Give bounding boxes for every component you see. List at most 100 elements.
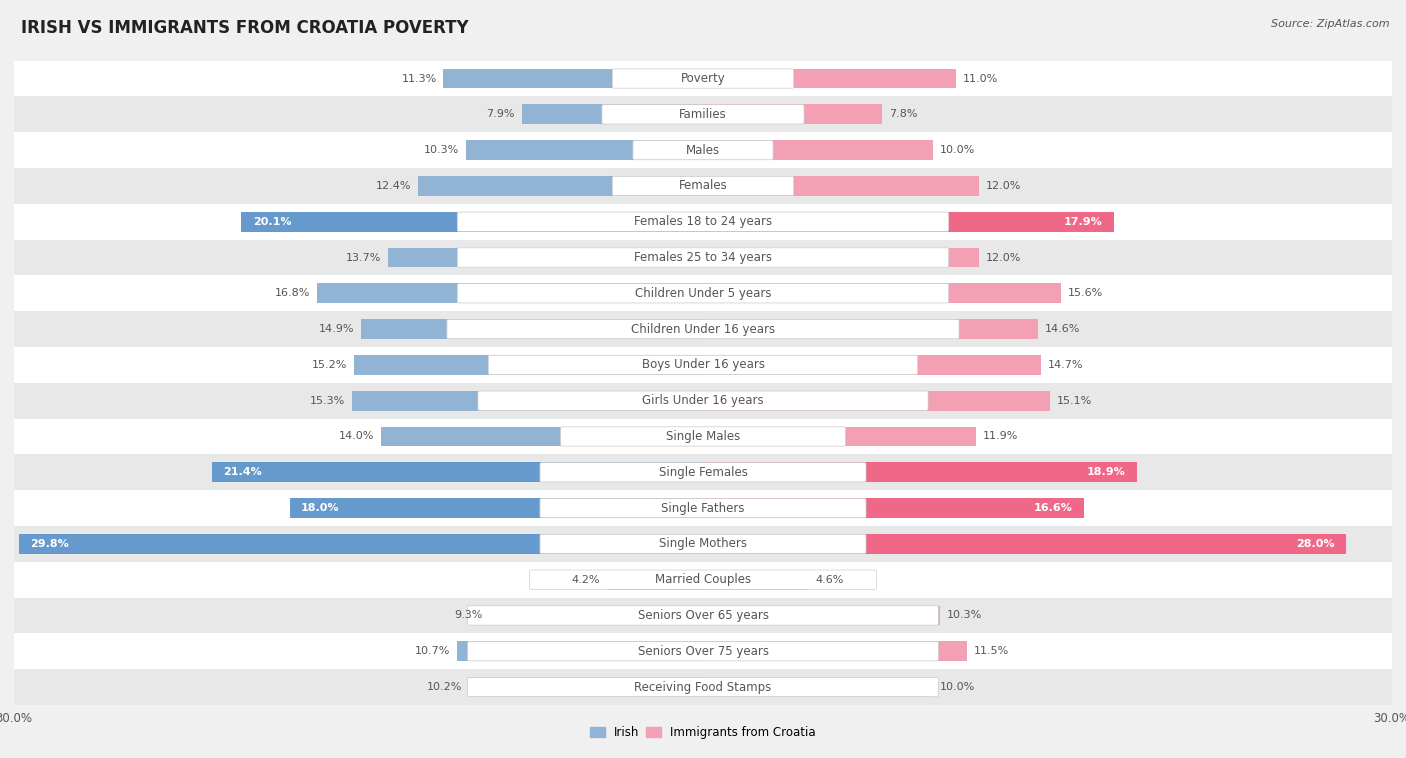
Text: Single Mothers: Single Mothers — [659, 537, 747, 550]
FancyBboxPatch shape — [457, 283, 949, 303]
FancyBboxPatch shape — [561, 427, 845, 446]
Text: 4.6%: 4.6% — [815, 575, 844, 584]
FancyBboxPatch shape — [488, 356, 918, 374]
Text: 15.2%: 15.2% — [312, 360, 347, 370]
Text: Girls Under 16 years: Girls Under 16 years — [643, 394, 763, 407]
Bar — [14, 312, 1392, 347]
FancyBboxPatch shape — [540, 462, 866, 482]
Bar — [242, 212, 703, 231]
Bar — [14, 669, 1392, 705]
Legend: Irish, Immigrants from Croatia: Irish, Immigrants from Croatia — [586, 722, 820, 744]
Text: 16.6%: 16.6% — [1033, 503, 1073, 513]
Bar — [14, 61, 1392, 96]
FancyBboxPatch shape — [540, 499, 866, 518]
Text: 15.1%: 15.1% — [1057, 396, 1092, 406]
FancyBboxPatch shape — [530, 570, 876, 589]
Bar — [703, 677, 932, 697]
Bar — [14, 132, 1392, 168]
Bar — [703, 462, 1137, 482]
Text: 14.9%: 14.9% — [318, 324, 354, 334]
Text: Single Females: Single Females — [658, 465, 748, 479]
Bar — [703, 248, 979, 268]
Bar — [418, 176, 703, 196]
Bar — [468, 677, 703, 697]
Bar — [14, 562, 1392, 597]
Text: Children Under 5 years: Children Under 5 years — [634, 287, 772, 300]
Bar — [354, 355, 703, 374]
Text: 10.0%: 10.0% — [939, 145, 974, 155]
Bar — [290, 498, 703, 518]
Bar — [606, 570, 703, 590]
Bar — [703, 140, 932, 160]
Text: Source: ZipAtlas.com: Source: ZipAtlas.com — [1271, 19, 1389, 29]
Text: Females 18 to 24 years: Females 18 to 24 years — [634, 215, 772, 228]
Text: Females 25 to 34 years: Females 25 to 34 years — [634, 251, 772, 264]
Bar — [14, 526, 1392, 562]
Text: 14.6%: 14.6% — [1045, 324, 1081, 334]
Bar — [14, 204, 1392, 240]
Bar — [381, 427, 703, 446]
Text: 10.0%: 10.0% — [939, 682, 974, 692]
Bar — [361, 319, 703, 339]
Text: 29.8%: 29.8% — [30, 539, 69, 549]
Bar — [703, 355, 1040, 374]
Bar — [467, 140, 703, 160]
FancyBboxPatch shape — [540, 534, 866, 553]
Bar — [703, 570, 808, 590]
Bar — [489, 606, 703, 625]
Text: 15.3%: 15.3% — [309, 396, 344, 406]
Text: 20.1%: 20.1% — [253, 217, 291, 227]
FancyBboxPatch shape — [612, 177, 794, 196]
Bar — [703, 641, 967, 661]
Text: Married Couples: Married Couples — [655, 573, 751, 586]
Text: Poverty: Poverty — [681, 72, 725, 85]
Text: 12.4%: 12.4% — [375, 181, 412, 191]
Text: 18.9%: 18.9% — [1087, 467, 1126, 478]
FancyBboxPatch shape — [468, 641, 938, 661]
FancyBboxPatch shape — [602, 105, 804, 124]
Bar — [14, 634, 1392, 669]
Bar — [14, 597, 1392, 634]
Bar — [703, 606, 939, 625]
Text: 11.9%: 11.9% — [983, 431, 1018, 441]
Bar — [14, 168, 1392, 204]
Text: 18.0%: 18.0% — [301, 503, 340, 513]
Bar — [703, 391, 1050, 411]
Text: 10.3%: 10.3% — [946, 610, 981, 621]
Bar — [703, 427, 976, 446]
Bar — [14, 96, 1392, 132]
Bar — [352, 391, 703, 411]
Text: Males: Males — [686, 143, 720, 157]
Bar — [703, 69, 956, 89]
Text: 14.7%: 14.7% — [1047, 360, 1083, 370]
Text: 9.3%: 9.3% — [454, 610, 482, 621]
Bar — [14, 383, 1392, 418]
Bar — [14, 490, 1392, 526]
FancyBboxPatch shape — [478, 391, 928, 410]
Bar — [211, 462, 703, 482]
Text: Seniors Over 75 years: Seniors Over 75 years — [637, 645, 769, 658]
Bar — [703, 498, 1084, 518]
Bar — [457, 641, 703, 661]
Text: 14.0%: 14.0% — [339, 431, 374, 441]
Text: Single Fathers: Single Fathers — [661, 502, 745, 515]
Text: 10.3%: 10.3% — [425, 145, 460, 155]
Bar — [443, 69, 703, 89]
Text: 13.7%: 13.7% — [346, 252, 381, 262]
FancyBboxPatch shape — [457, 212, 949, 231]
Bar — [14, 347, 1392, 383]
FancyBboxPatch shape — [447, 319, 959, 339]
Bar — [14, 454, 1392, 490]
Text: 11.0%: 11.0% — [963, 74, 998, 83]
Text: 12.0%: 12.0% — [986, 181, 1021, 191]
Bar — [703, 176, 979, 196]
Text: Single Males: Single Males — [666, 430, 740, 443]
Text: IRISH VS IMMIGRANTS FROM CROATIA POVERTY: IRISH VS IMMIGRANTS FROM CROATIA POVERTY — [21, 19, 468, 37]
Text: 7.8%: 7.8% — [889, 109, 918, 119]
Bar — [14, 275, 1392, 312]
FancyBboxPatch shape — [612, 69, 794, 88]
Bar — [14, 418, 1392, 454]
Bar — [388, 248, 703, 268]
Text: 11.5%: 11.5% — [974, 647, 1010, 656]
Bar — [522, 105, 703, 124]
